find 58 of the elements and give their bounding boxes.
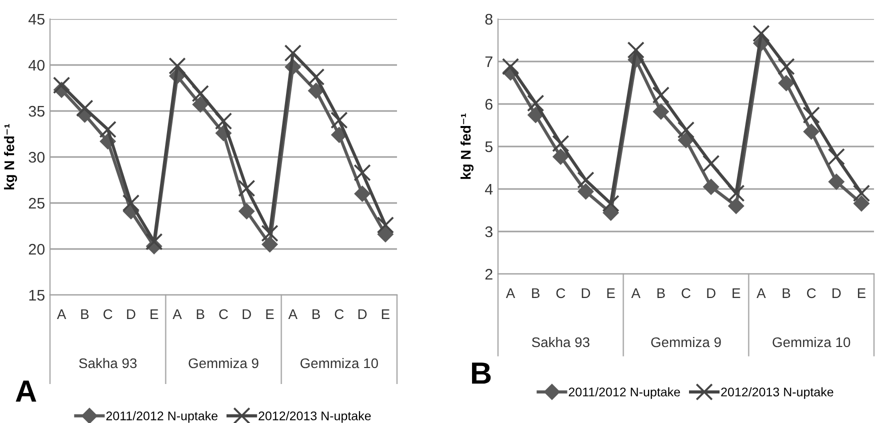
x-tick-label: C (334, 309, 344, 320)
text: A (16, 380, 36, 402)
y-axis-title: kg N fed⁻¹ (4, 124, 18, 190)
y-tick-label: 40 (28, 60, 45, 71)
x-tick-label: A (756, 288, 766, 298)
y-tick-label: 2 (485, 268, 492, 280)
y-tick-label: 30 (28, 152, 45, 163)
x-tick-label: B (532, 288, 540, 298)
y-tick-label: 8 (485, 14, 492, 25)
y-tick-label: 5 (485, 142, 492, 152)
text: B (472, 362, 491, 384)
x-tick-label: B (657, 288, 665, 298)
legend-label: 2011/2012 N-uptake (568, 387, 680, 399)
legend-label: 2012/2013 N-uptake (258, 411, 371, 423)
y-tick-label: 45 (28, 14, 44, 25)
x-tick-label: C (556, 288, 566, 298)
x-tick-label: E (732, 288, 740, 298)
x-tick-label: B (81, 309, 89, 319)
x-tick-label: C (104, 309, 112, 320)
x-tick-label: C (807, 288, 816, 298)
x-tick-label: B (782, 288, 790, 298)
x-tick-label: A (631, 288, 640, 298)
x-tick-label: D (582, 288, 590, 298)
y-tick-label: 25 (28, 198, 44, 209)
y-tick-label: 6 (485, 98, 492, 110)
text: Sakha 93 (532, 336, 590, 348)
x-tick-label: D (242, 309, 251, 319)
x-tick-label: A (56, 309, 66, 319)
y-tick-label: 20 (28, 244, 45, 255)
x-tick-label: D (832, 288, 841, 298)
text: Gemmiza 9 (188, 358, 258, 368)
y-axis-title: kg N fed⁻¹ (460, 114, 474, 179)
x-tick-label: E (382, 309, 390, 319)
x-tick-label: D (707, 288, 716, 298)
x-tick-label: E (150, 309, 158, 319)
x-tick-label: B (196, 309, 204, 319)
text: Gemmiza 9 (651, 336, 721, 348)
legend-label: 2012/2013 N-uptake (721, 387, 834, 399)
x-tick-label: A (172, 309, 182, 319)
y-tick-label: 4 (484, 184, 493, 195)
x-tick-label: E (607, 288, 615, 298)
text: Sakha 93 (79, 358, 137, 368)
legend-label: 2011/2012 N-uptake (106, 411, 218, 423)
y-tick-label: 15 (29, 290, 44, 301)
x-tick-label: D (127, 309, 136, 319)
text: Gemmiza 10 (300, 358, 378, 368)
x-tick-label: D (358, 309, 367, 319)
x-tick-label: E (266, 309, 274, 319)
x-tick-label: C (682, 288, 690, 298)
y-tick-label: 35 (28, 106, 44, 117)
x-tick-label: A (288, 309, 298, 319)
x-tick-label: C (219, 309, 228, 320)
text: Gemmiza 10 (772, 336, 850, 348)
y-tick-label: 7 (485, 56, 492, 68)
x-tick-label: E (858, 288, 866, 298)
x-tick-label: B (312, 309, 320, 319)
x-tick-label: A (506, 288, 516, 298)
y-tick-label: 3 (485, 226, 492, 238)
